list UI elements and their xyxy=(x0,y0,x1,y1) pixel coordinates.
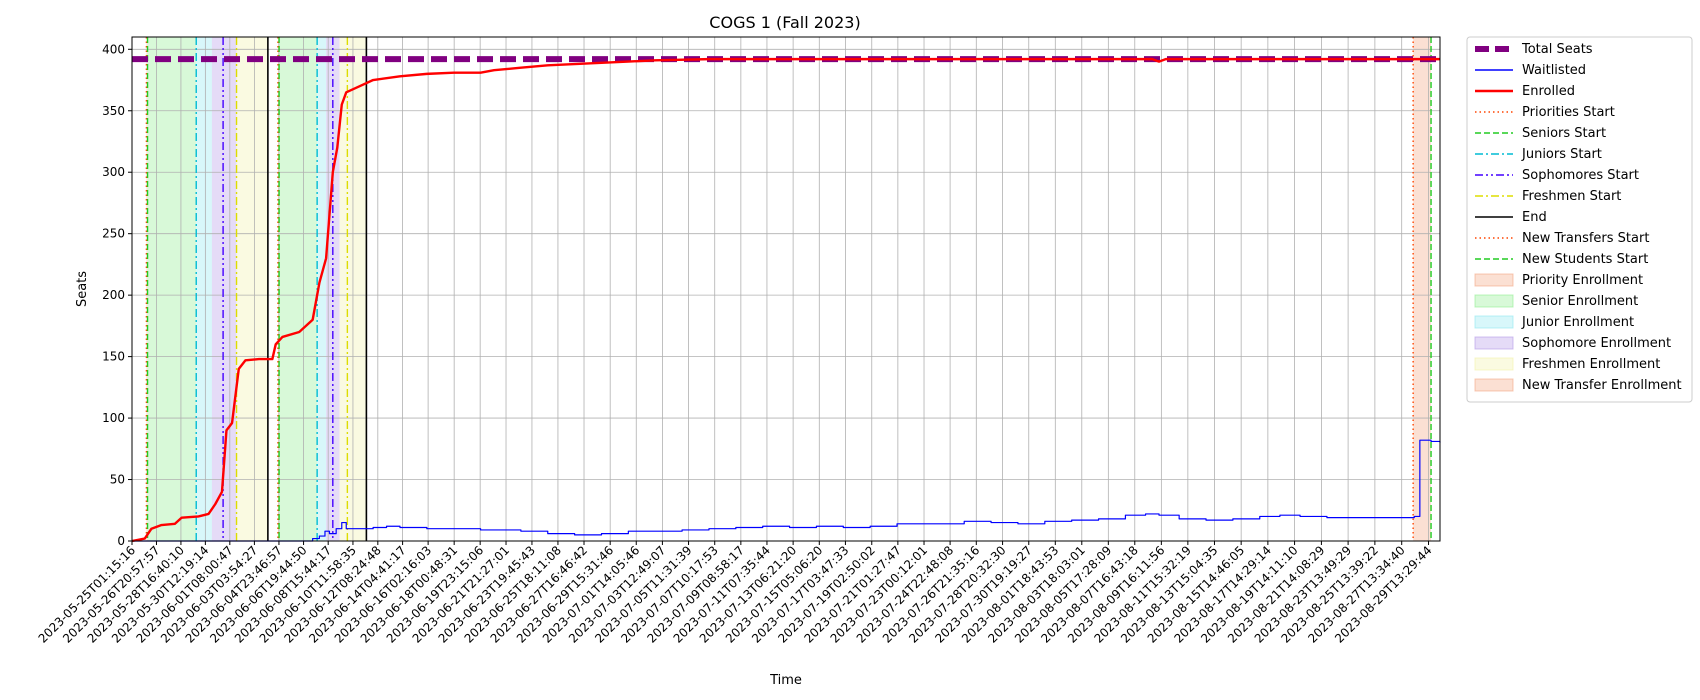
y-tick-label: 300 xyxy=(102,165,125,179)
y-tick-label: 200 xyxy=(102,288,125,302)
legend-swatch xyxy=(1474,315,1514,329)
series-line-enrolled xyxy=(131,57,1440,543)
span-junior-enrollment xyxy=(196,37,212,541)
legend-label: Junior Enrollment xyxy=(1521,315,1634,330)
legend: Total Seats Waitlisted Enrolled Priorities … xyxy=(1466,36,1693,403)
span-new-transfer-enrollment xyxy=(1413,37,1432,541)
legend-label: Enrolled xyxy=(1522,84,1575,99)
legend-label: Freshmen Start xyxy=(1522,189,1621,204)
legend-swatch xyxy=(1474,357,1514,371)
series-lines xyxy=(131,56,1441,543)
legend-label: End xyxy=(1522,210,1547,225)
legend-label: New Transfers Start xyxy=(1522,231,1649,246)
legend-swatch xyxy=(1474,273,1514,287)
y-axis-label: Seats xyxy=(75,271,90,307)
y-tick-label: 350 xyxy=(102,104,125,118)
legend-label: Sophomores Start xyxy=(1522,168,1639,183)
x-axis: 2023-05-25T01:15:162023-05-26T20:57:5720… xyxy=(36,541,1435,646)
legend-frame xyxy=(1466,36,1693,403)
y-axis: 0 50 100 150 200 250 300 350 400 xyxy=(102,42,132,548)
legend-swatch xyxy=(1474,378,1514,392)
x-axis-label: Time xyxy=(769,673,802,688)
legend-label: Priorities Start xyxy=(1522,105,1615,120)
legend-label: Freshmen Enrollment xyxy=(1522,357,1660,372)
span-senior-enrollment xyxy=(279,37,318,541)
y-tick-label: 150 xyxy=(102,350,125,364)
legend-swatch xyxy=(1474,336,1514,350)
span-freshmen-enrollment xyxy=(236,37,268,541)
legend-label: Sophomore Enrollment xyxy=(1522,336,1671,351)
chart-title: COGS 1 (Fall 2023) xyxy=(709,13,860,32)
series-line-waitlisted xyxy=(132,439,1441,542)
y-tick-label: 400 xyxy=(102,42,125,56)
legend-label: Senior Enrollment xyxy=(1522,294,1638,309)
y-tick-label: 50 xyxy=(110,473,125,487)
span-junior-enrollment xyxy=(317,37,327,541)
legend-label: Waitlisted xyxy=(1522,63,1586,78)
y-tick-label: 250 xyxy=(102,227,125,241)
plot-frame xyxy=(131,36,1441,542)
legend-label: New Students Start xyxy=(1522,252,1648,267)
legend-swatch xyxy=(1474,294,1514,308)
legend-label: Total Seats xyxy=(1521,42,1593,57)
legend-label: Priority Enrollment xyxy=(1522,273,1643,288)
grid-lines xyxy=(131,37,1440,542)
span-senior-enrollment xyxy=(147,37,197,541)
legend-label: Juniors Start xyxy=(1521,147,1602,162)
legend-label: New Transfer Enrollment xyxy=(1522,378,1682,393)
enrollment-periods xyxy=(146,37,1432,541)
y-tick-label: 100 xyxy=(102,411,125,425)
y-tick-label: 0 xyxy=(117,534,125,548)
legend-label: Seniors Start xyxy=(1522,126,1606,141)
